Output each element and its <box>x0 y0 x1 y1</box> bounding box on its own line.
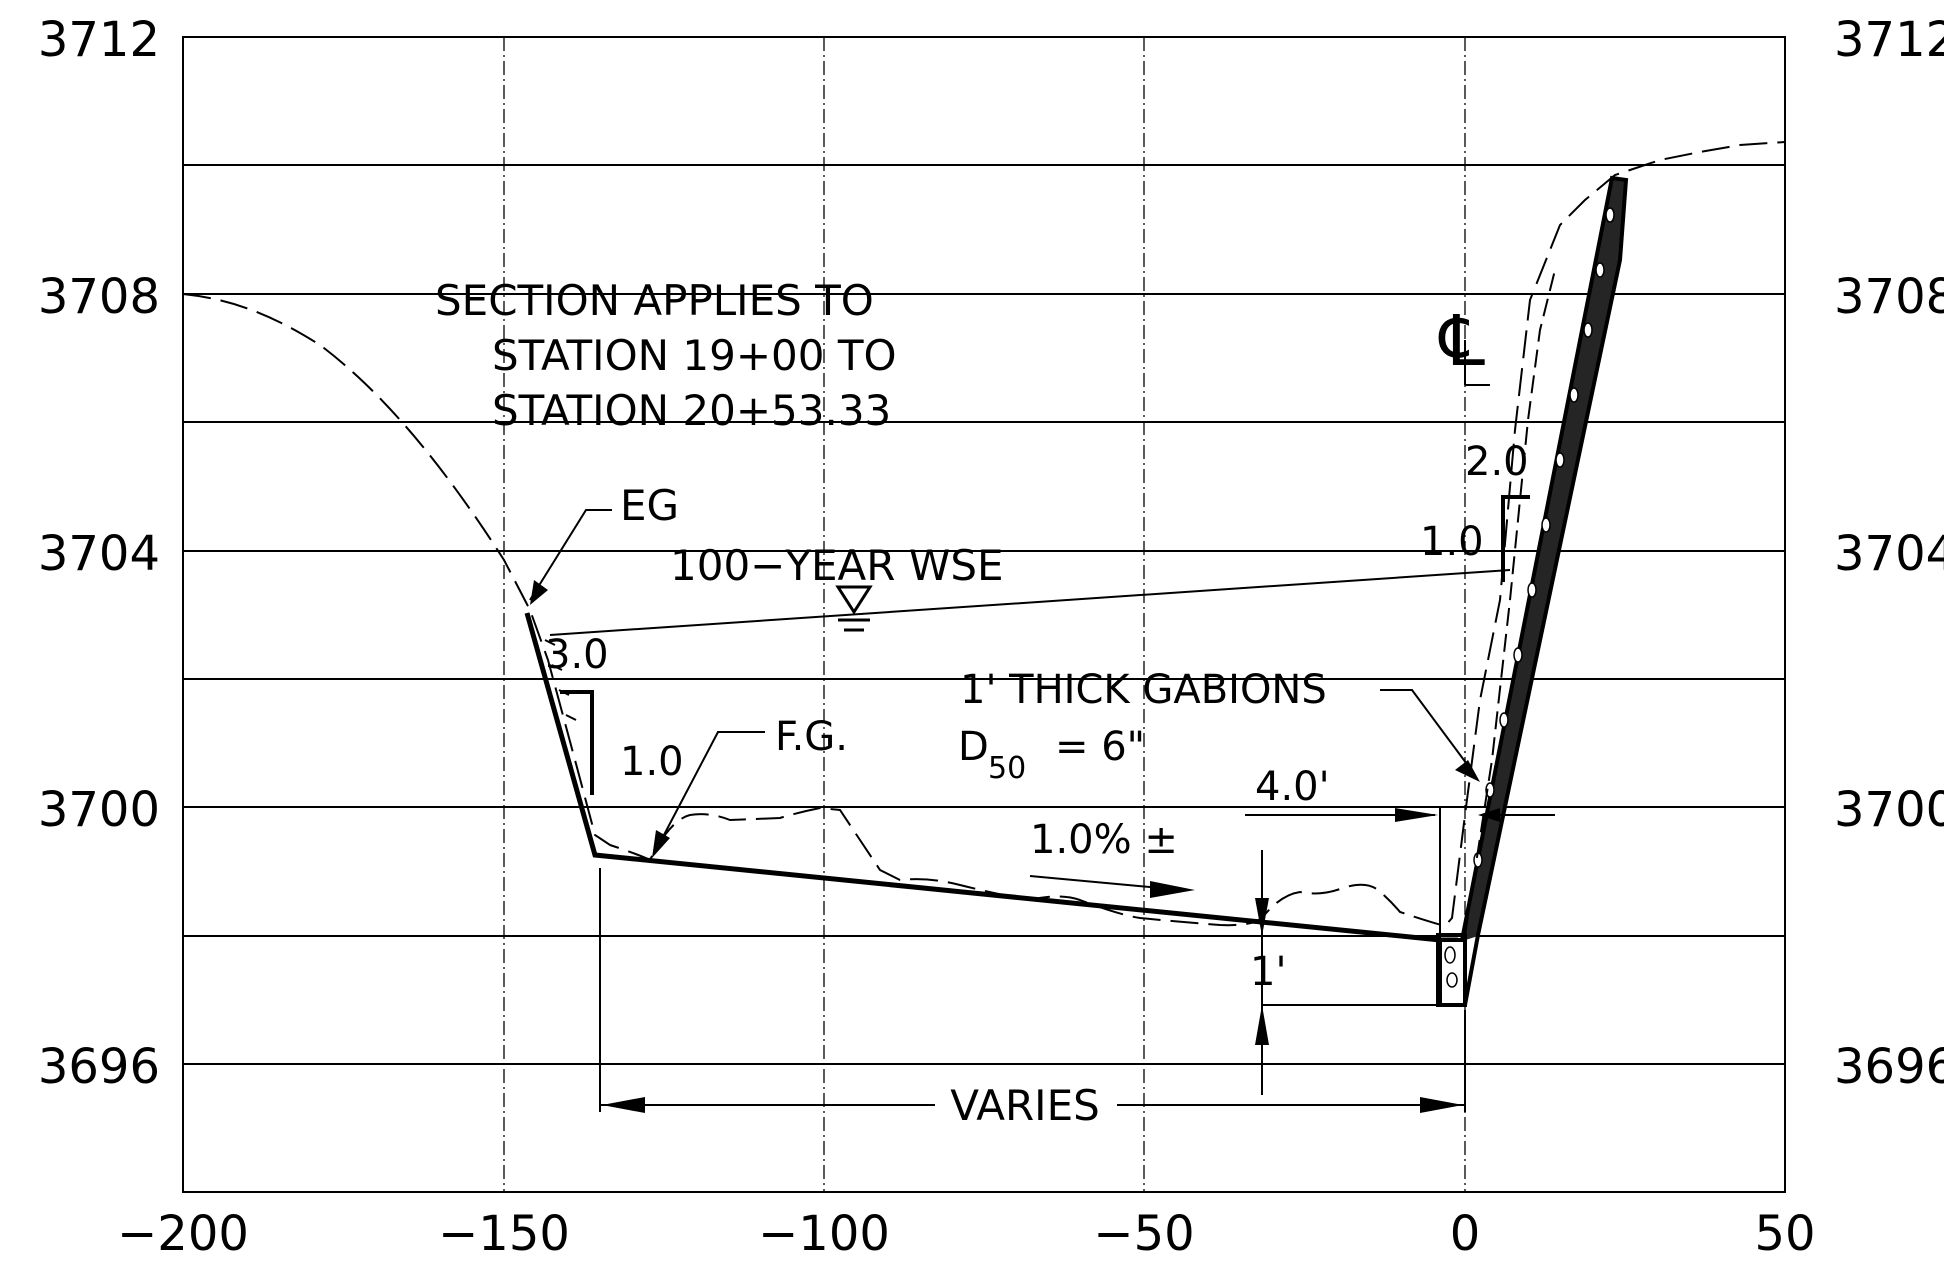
section-note-line2: STATION 19+00 TO <box>492 331 897 380</box>
gabions-arrow-icon <box>1455 760 1480 782</box>
y-axis-right-labels: 3712 3708 3704 3700 3696 <box>1834 12 1944 1095</box>
section-note-line1: SECTION APPLIES TO <box>435 276 874 325</box>
fg-leader <box>654 731 765 853</box>
y-tick-right: 3696 <box>1834 1039 1944 1095</box>
x-tick: −150 <box>438 1206 570 1262</box>
gabion-mattress <box>1436 175 1629 1007</box>
varies-arrow-left-icon <box>602 1097 645 1113</box>
section-note: SECTION APPLIES TO STATION 19+00 TO STAT… <box>435 276 897 435</box>
y-axis-left-labels: 3712 3708 3704 3700 3696 <box>38 12 160 1095</box>
right-slope-triangle <box>1501 495 1530 582</box>
left-slope-h-label: 3.0 <box>545 632 609 678</box>
y-tick-right: 3708 <box>1834 269 1944 325</box>
y-tick-right: 3700 <box>1834 782 1944 838</box>
y-tick-left: 3712 <box>38 12 160 68</box>
centerline-icon: ℄ <box>1438 300 1485 382</box>
y-tick-left: 3700 <box>38 782 160 838</box>
fg-arrow-icon <box>652 830 670 858</box>
x-axis-labels: −200 −150 −100 −50 0 50 <box>117 1206 1815 1262</box>
x-tick: 50 <box>1754 1206 1815 1262</box>
depth-arrow-bottom-icon <box>1255 1005 1269 1045</box>
right-slope-h-label: 2.0 <box>1465 439 1529 485</box>
plot-frame <box>182 36 1786 1193</box>
fg-label: F.G. <box>775 714 848 760</box>
grade-arrow-line <box>1029 875 1161 889</box>
width-4ft-arrow-icon <box>1395 808 1438 822</box>
gabions-leader <box>1380 689 1476 776</box>
width-4ft-label: 4.0' <box>1255 764 1330 810</box>
water-surface-icon <box>835 585 873 632</box>
x-tick: −200 <box>117 1206 249 1262</box>
depth-arrow-top-icon <box>1255 898 1269 936</box>
grade-arrow-icon <box>1150 881 1195 898</box>
d50-subscript: 50 <box>988 751 1026 786</box>
eg-arrow-icon <box>530 580 548 605</box>
y-tick-left: 3708 <box>38 269 160 325</box>
x-tick: −50 <box>1093 1206 1194 1262</box>
eg-label: EG <box>620 481 679 530</box>
y-tick-right: 3712 <box>1834 12 1944 68</box>
y-tick-left: 3704 <box>38 526 160 582</box>
grade-label: 1.0% ± <box>1030 817 1178 863</box>
varies-arrow-right-icon <box>1420 1097 1463 1113</box>
depth-1ft-label: 1' <box>1250 949 1286 995</box>
right-slope-v-label: 1.0 <box>1420 519 1484 565</box>
section-note-line3: STATION 20+53.33 <box>492 386 891 435</box>
left-slope-v-label: 1.0 <box>620 739 684 785</box>
y-tick-right: 3704 <box>1834 526 1944 582</box>
wse-label: 100−YEAR WSE <box>670 541 1004 590</box>
vertical-grid <box>503 37 1466 1192</box>
existing-ground-right-dashed <box>1464 269 1556 936</box>
eg-leader <box>529 509 612 601</box>
gabions-label: 1' THICK GABIONS <box>960 667 1327 713</box>
d50-label: D 50 = 6" <box>958 724 1145 786</box>
left-slope-triangle <box>560 690 594 795</box>
varies-label: VARIES <box>950 1081 1100 1130</box>
d50-prefix: D <box>958 724 989 770</box>
x-tick: 0 <box>1450 1206 1481 1262</box>
width-4ft-arrow-right-icon <box>1478 808 1500 822</box>
wse-line <box>549 569 1511 636</box>
y-tick-left: 3696 <box>38 1039 160 1095</box>
d50-value: = 6" <box>1055 724 1145 770</box>
x-tick: −100 <box>758 1206 890 1262</box>
